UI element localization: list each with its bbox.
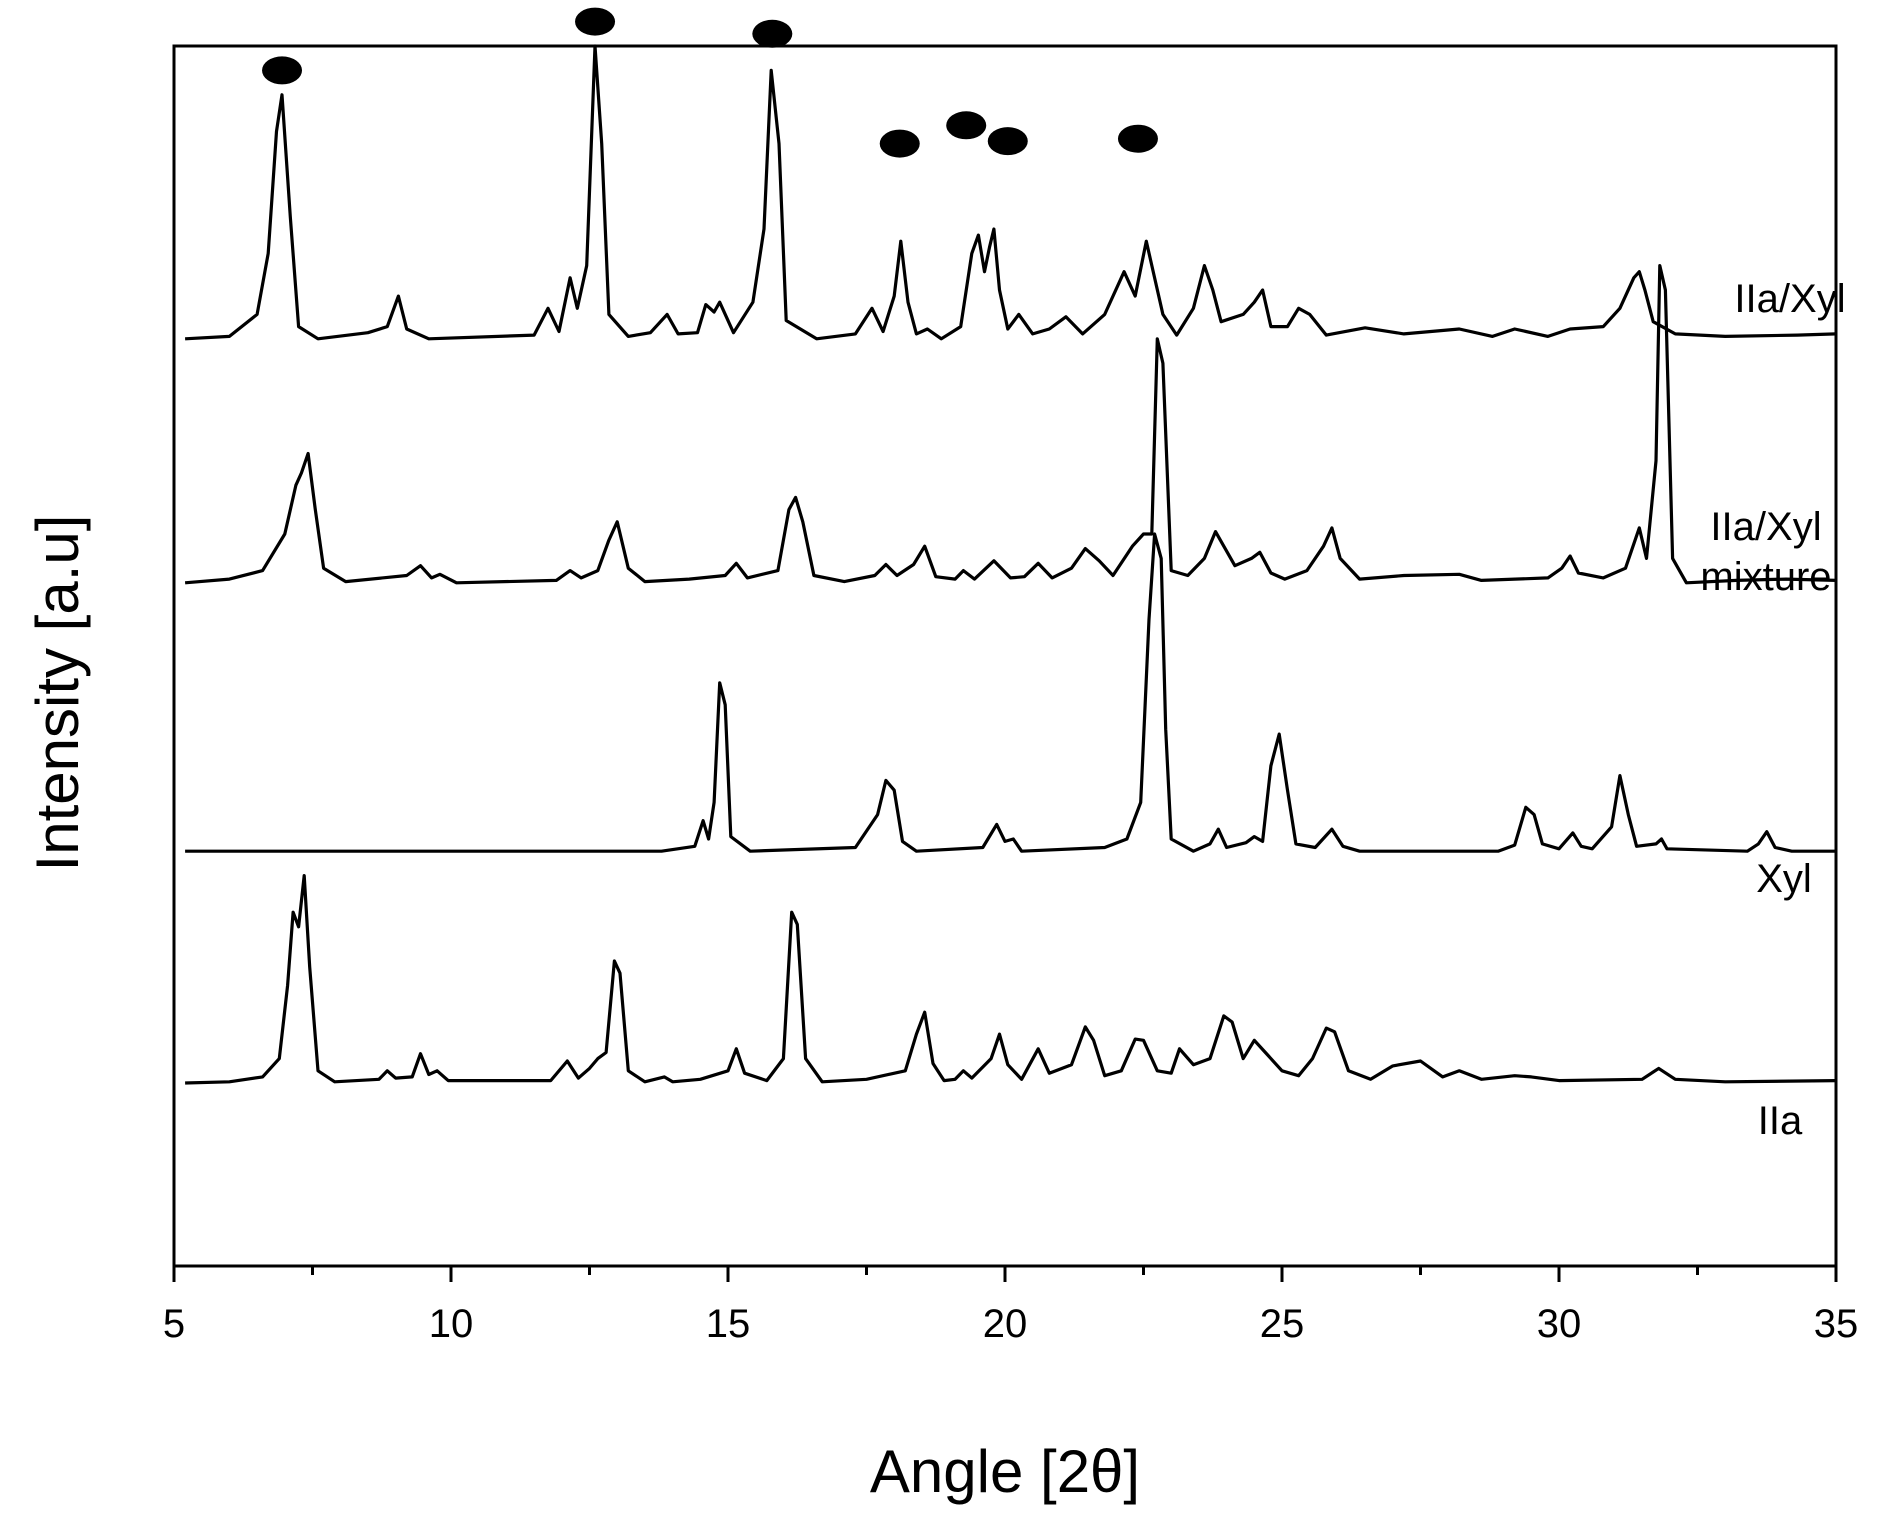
y-axis-label: Intensity [a.u] [24, 515, 91, 872]
series-label: IIa [1758, 1099, 1803, 1143]
peak-marker [575, 7, 616, 36]
series-labels: IIa/Xyl IIa/Xyl mixture Xyl IIa [1700, 277, 1845, 1143]
series-label: Xyl [1756, 857, 1812, 901]
plot-frame [172, 44, 1838, 1268]
peak-marker [1117, 124, 1158, 153]
series-layer [184, 44, 1837, 1085]
x-tick-label: 30 [1537, 1302, 1582, 1346]
peak-markers [262, 7, 1158, 158]
peak-marker [879, 129, 920, 158]
peak-marker [946, 111, 987, 140]
x-axis-ticks [172, 1266, 1838, 1282]
series-line-iia [185, 873, 1837, 1085]
peak-marker [752, 19, 793, 48]
x-tick-label: 5 [163, 1302, 185, 1346]
x-axis-label: Angle [2θ] [870, 1438, 1140, 1505]
x-tick-label: 10 [429, 1302, 474, 1346]
series-label: mixture [1700, 555, 1831, 599]
series-line-xyl [185, 532, 1836, 853]
x-tick-label: 35 [1814, 1302, 1859, 1346]
x-axis-tick-labels: 5 10 15 20 25 30 35 [163, 1302, 1858, 1346]
x-tick-label: 15 [706, 1302, 751, 1346]
x-tick-label: 25 [1260, 1302, 1305, 1346]
series-label: IIa/Xyl [1710, 505, 1821, 549]
series-line-iia-xyl [185, 44, 1837, 341]
series-line-iia-xyl-mixture [184, 264, 1837, 585]
peak-marker [262, 56, 303, 85]
x-tick-label: 20 [983, 1302, 1028, 1346]
series-label: IIa/Xyl [1734, 277, 1845, 321]
peak-marker [987, 127, 1028, 156]
